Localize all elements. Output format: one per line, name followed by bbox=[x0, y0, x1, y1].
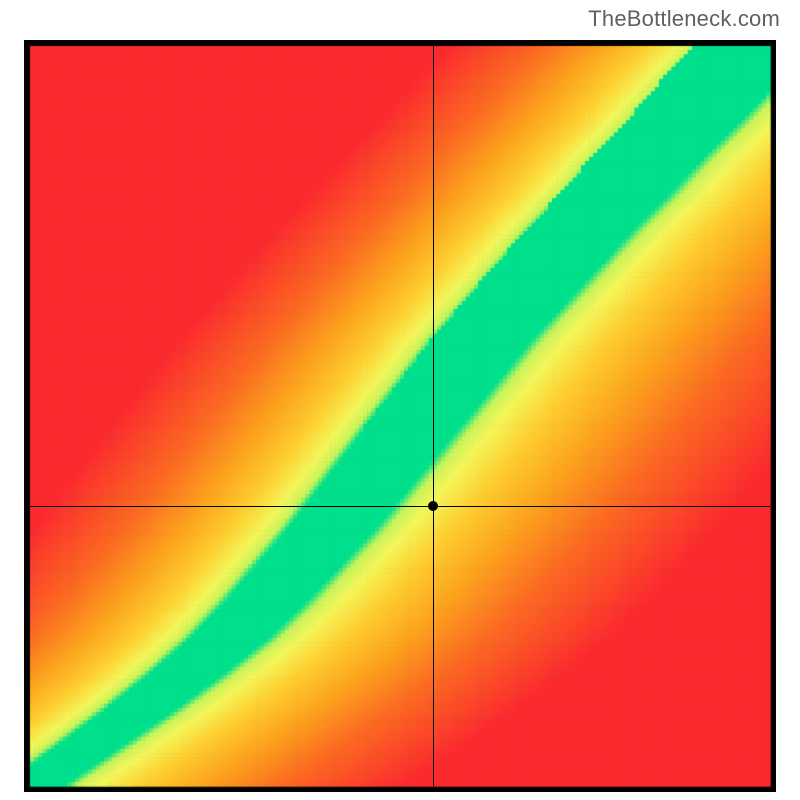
heatmap-canvas bbox=[24, 40, 776, 792]
chart-container: TheBottleneck.com bbox=[0, 0, 800, 800]
crosshair-horizontal bbox=[30, 506, 770, 507]
plot-area bbox=[24, 40, 776, 792]
watermark-text: TheBottleneck.com bbox=[588, 6, 780, 32]
crosshair-vertical bbox=[433, 46, 434, 786]
